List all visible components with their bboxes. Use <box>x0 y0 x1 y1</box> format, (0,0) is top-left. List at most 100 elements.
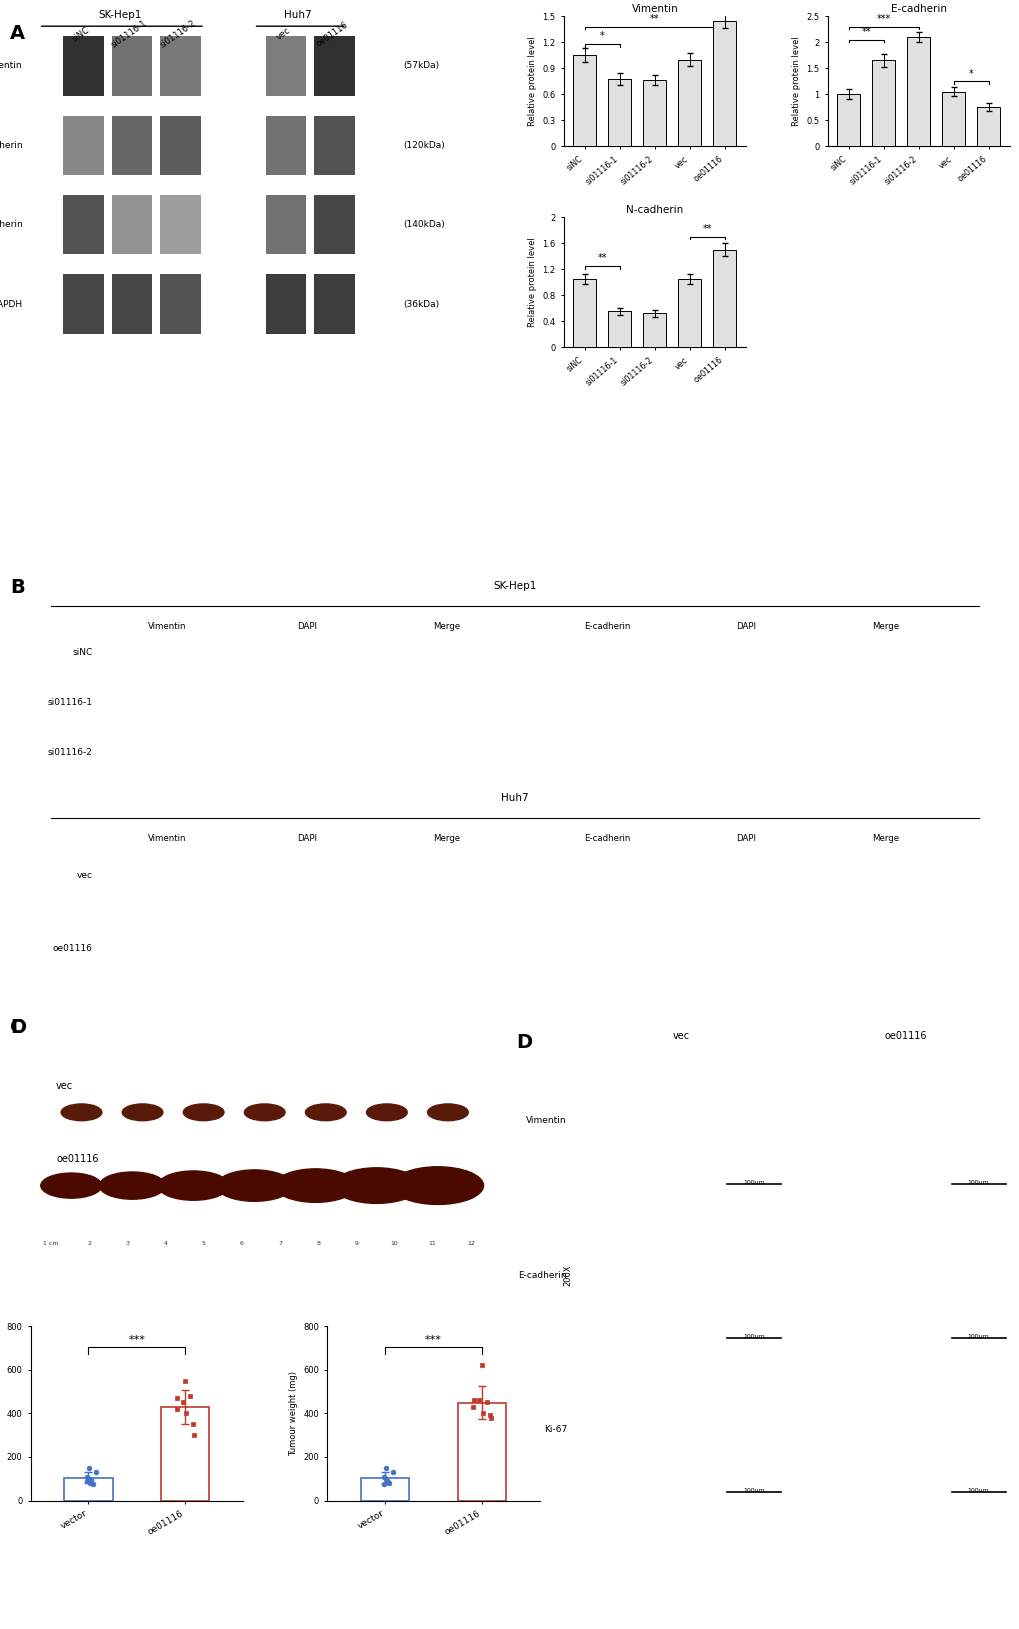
Bar <box>266 36 306 96</box>
Bar <box>458 1403 505 1500</box>
Bar <box>63 274 104 334</box>
Text: C: C <box>10 1018 24 1038</box>
Point <box>177 1401 194 1427</box>
Y-axis label: Relative protein level: Relative protein level <box>527 238 536 327</box>
Point <box>184 1411 201 1437</box>
Text: vec: vec <box>672 1031 689 1041</box>
Text: **: ** <box>702 225 711 235</box>
Text: Vimentin: Vimentin <box>148 622 186 632</box>
Text: oe01116: oe01116 <box>314 20 350 49</box>
Text: siNC: siNC <box>70 24 91 44</box>
Bar <box>643 80 665 147</box>
Bar <box>871 60 895 147</box>
Bar <box>573 279 595 347</box>
Text: *: * <box>968 68 973 78</box>
Bar <box>64 1478 112 1500</box>
Bar <box>112 116 152 174</box>
Text: oe01116: oe01116 <box>53 945 93 953</box>
Text: N-cadherin: N-cadherin <box>0 220 22 230</box>
Text: DAPI: DAPI <box>297 622 317 632</box>
Bar <box>976 108 1000 147</box>
Title: Vimentin: Vimentin <box>631 5 678 15</box>
Text: 8: 8 <box>316 1241 320 1246</box>
Point <box>376 1463 392 1489</box>
Bar <box>942 91 964 147</box>
Point <box>380 1469 396 1495</box>
Point <box>475 1401 491 1427</box>
Title: N-cadherin: N-cadherin <box>626 205 683 215</box>
Text: oe01116: oe01116 <box>56 1155 99 1165</box>
Y-axis label: Tumour weight (mg): Tumour weight (mg) <box>288 1372 298 1456</box>
Text: DAPI: DAPI <box>736 622 756 632</box>
Point <box>379 1468 395 1494</box>
Point <box>185 1422 202 1448</box>
Bar <box>314 116 355 174</box>
Circle shape <box>333 1168 420 1204</box>
Point <box>375 1471 391 1497</box>
Circle shape <box>216 1170 292 1201</box>
Text: 100μm: 100μm <box>743 1334 764 1339</box>
Text: Vimentin: Vimentin <box>526 1116 567 1126</box>
Point <box>88 1460 104 1486</box>
Bar <box>160 36 201 96</box>
Point <box>384 1460 400 1486</box>
Y-axis label: Relative protein level: Relative protein level <box>527 36 536 125</box>
Text: (120kDa): (120kDa) <box>404 140 445 150</box>
Text: DAPI: DAPI <box>736 834 756 842</box>
Text: 11: 11 <box>428 1241 436 1246</box>
Point <box>479 1390 495 1416</box>
Bar <box>314 274 355 334</box>
Text: E-cadherin: E-cadherin <box>583 622 630 632</box>
Text: 5: 5 <box>202 1241 206 1246</box>
Text: 2: 2 <box>87 1241 91 1246</box>
Point <box>465 1394 481 1420</box>
Point <box>79 1463 96 1489</box>
Bar <box>63 116 104 174</box>
Point <box>482 1404 498 1430</box>
Circle shape <box>391 1166 483 1204</box>
Bar <box>160 274 201 334</box>
Text: ***: *** <box>875 15 890 24</box>
Point <box>168 1385 184 1411</box>
Bar <box>160 116 201 174</box>
Bar <box>63 195 104 254</box>
Text: Ki-67: Ki-67 <box>543 1425 567 1434</box>
Bar <box>314 195 355 254</box>
Text: Merge: Merge <box>871 622 899 632</box>
Bar <box>607 311 631 347</box>
Text: E-cadherin: E-cadherin <box>518 1271 567 1279</box>
Text: 1 cm: 1 cm <box>43 1241 59 1246</box>
Text: siNC: siNC <box>72 648 93 656</box>
Point <box>83 1469 99 1495</box>
Circle shape <box>158 1171 229 1201</box>
Text: 10: 10 <box>390 1241 398 1246</box>
Bar <box>266 116 306 174</box>
Point <box>177 1368 194 1394</box>
Bar <box>573 55 595 147</box>
Bar <box>837 94 859 147</box>
Text: Huh7: Huh7 <box>284 10 312 20</box>
Bar <box>161 1407 209 1500</box>
Title: E-cadherin: E-cadherin <box>890 5 946 15</box>
Text: SK-Hep1: SK-Hep1 <box>98 10 142 20</box>
Bar <box>266 195 306 254</box>
Text: Vimentin: Vimentin <box>0 62 22 70</box>
Text: Merge: Merge <box>871 834 899 842</box>
Text: SK-Hep1: SK-Hep1 <box>493 582 536 591</box>
Text: B: B <box>10 578 24 598</box>
Text: oe01116: oe01116 <box>883 1031 926 1041</box>
Bar <box>112 274 152 334</box>
Text: vec: vec <box>76 872 93 880</box>
Point <box>381 1469 397 1495</box>
Circle shape <box>366 1104 407 1121</box>
Bar <box>712 249 736 347</box>
Bar <box>361 1478 409 1500</box>
Text: **: ** <box>861 28 870 37</box>
Text: (140kDa): (140kDa) <box>404 220 445 230</box>
Text: 100μm: 100μm <box>967 1489 988 1494</box>
Y-axis label: Relative protein level: Relative protein level <box>791 36 800 125</box>
Point <box>481 1403 497 1429</box>
Point <box>78 1468 95 1494</box>
Text: GAPDH: GAPDH <box>0 300 22 308</box>
Circle shape <box>427 1104 468 1121</box>
